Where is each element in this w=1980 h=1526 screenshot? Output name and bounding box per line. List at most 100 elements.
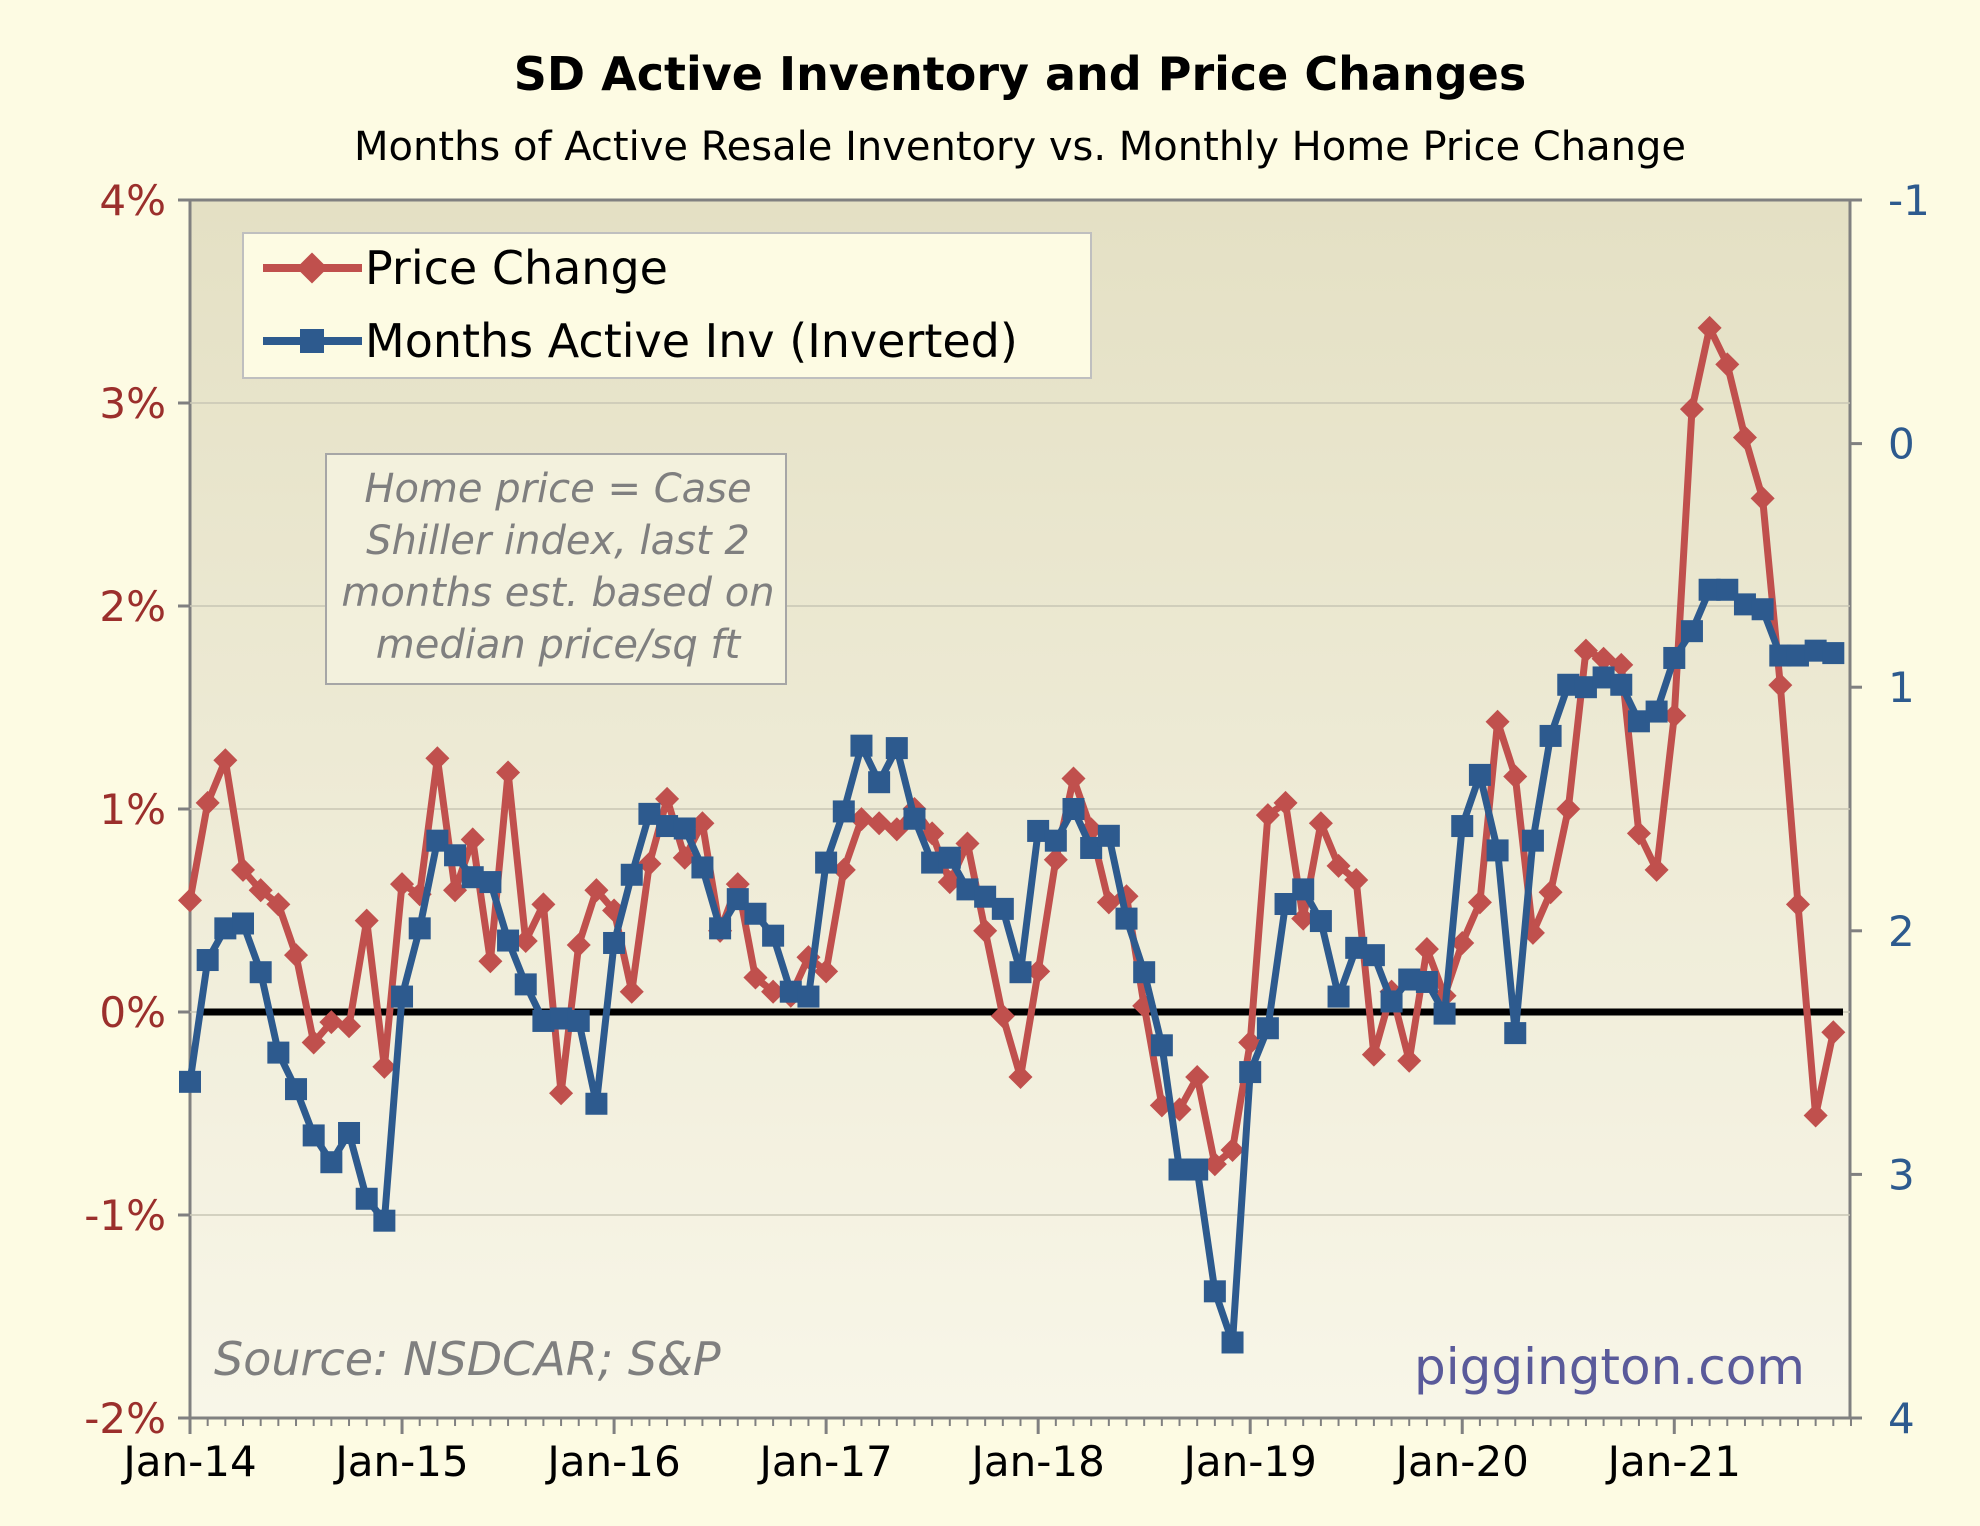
inventory-point xyxy=(620,863,643,886)
inventory-point xyxy=(214,917,237,940)
inventory-point xyxy=(1680,620,1703,643)
inventory-point xyxy=(1521,829,1544,852)
right-y-axis: -1 0 1 2 3 4 xyxy=(1850,176,1930,1443)
inventory-point xyxy=(1610,673,1633,696)
inventory-point xyxy=(1345,936,1368,959)
inventory-point xyxy=(797,985,820,1008)
inventory-point xyxy=(355,1187,378,1210)
x-tick-label: Jan-20 xyxy=(1393,1437,1529,1486)
price-point xyxy=(1679,397,1704,422)
inventory-point xyxy=(1769,644,1792,667)
inventory-point xyxy=(1168,1158,1191,1181)
right-tick-label: 0 xyxy=(1888,420,1915,469)
x-tick-label: Jan-15 xyxy=(332,1437,468,1486)
legend-price-marker xyxy=(296,252,328,284)
inventory-point xyxy=(921,851,944,874)
inventory-point xyxy=(1080,836,1103,859)
inventory-point xyxy=(850,734,873,757)
inventory-point xyxy=(1150,1034,1173,1057)
inventory-point xyxy=(532,1009,555,1032)
left-tick-label: -1% xyxy=(84,1191,166,1240)
inventory-point xyxy=(1539,724,1562,747)
price-point xyxy=(1697,315,1722,340)
price-point xyxy=(1308,811,1333,836)
price-point xyxy=(1609,652,1634,677)
series-months-active-inv xyxy=(179,578,1845,1354)
inventory-point xyxy=(1451,815,1474,838)
x-tick-label: Jan-19 xyxy=(1181,1437,1317,1486)
inventory-point xyxy=(1822,642,1845,665)
left-y-axis: 4% 3% 2% 1% 0% -1% -2% xyxy=(84,176,190,1443)
inventory-point xyxy=(1062,798,1085,820)
inventory-point xyxy=(1398,968,1421,991)
inventory-point xyxy=(302,1124,325,1147)
inventory-point xyxy=(1186,1158,1209,1181)
inventory-point xyxy=(1504,1022,1527,1045)
price-point xyxy=(1344,868,1369,893)
inventory-point xyxy=(1698,578,1721,601)
inventory-point xyxy=(1574,676,1597,699)
price-point xyxy=(1503,764,1528,789)
chart-subtitle: Months of Active Resale Inventory vs. Mo… xyxy=(354,124,1686,170)
price-point xyxy=(1414,937,1439,962)
price-point xyxy=(1026,959,1051,984)
price-point xyxy=(1397,1048,1422,1073)
inventory-point xyxy=(497,929,520,952)
price-point xyxy=(1326,853,1351,878)
price-point xyxy=(1220,1138,1245,1163)
price-point xyxy=(1361,1042,1386,1067)
inventory-point xyxy=(1716,578,1739,601)
price-point xyxy=(1467,890,1492,915)
note-box: Home price = Case Shiller index, last 2 … xyxy=(325,453,787,685)
left-tick-label: 0% xyxy=(99,988,166,1037)
note-line-2: Shiller index, last 2 xyxy=(366,518,750,564)
inventory-point xyxy=(1203,1280,1226,1303)
note-line-1: Home price = Case xyxy=(364,466,751,512)
left-tick-label: -2% xyxy=(84,1394,166,1443)
chart-title: SD Active Inventory and Price Changes xyxy=(514,47,1526,101)
inventory-point xyxy=(656,815,679,838)
price-point xyxy=(1485,709,1510,734)
inventory-point xyxy=(196,949,219,972)
inventory-point xyxy=(1415,970,1438,993)
x-tick-label: Jan-18 xyxy=(968,1437,1104,1486)
inventory-point xyxy=(1133,961,1156,984)
inventory-point xyxy=(1362,944,1385,967)
inventory-point xyxy=(744,902,767,925)
inventory-point xyxy=(885,737,908,760)
inventory-point xyxy=(868,771,891,794)
inventory-point xyxy=(1380,990,1403,1013)
inventory-point xyxy=(603,931,626,954)
inventory-point xyxy=(391,985,414,1008)
legend-inv-label: Months Active Inv (Inverted) xyxy=(365,314,1018,368)
inventory-point xyxy=(567,1009,590,1032)
inventory-point xyxy=(461,866,484,889)
price-point xyxy=(1273,790,1298,815)
x-tick-label: Jan-14 xyxy=(120,1437,256,1486)
inventory-point xyxy=(1663,646,1686,669)
inventory-point xyxy=(726,888,749,911)
inventory-point xyxy=(1221,1331,1244,1354)
inventory-point xyxy=(1557,673,1580,696)
x-tick-label: Jan-21 xyxy=(1605,1437,1741,1486)
left-tick-label: 2% xyxy=(99,582,166,631)
inventory-point xyxy=(762,924,785,947)
inventory-point xyxy=(1115,907,1138,930)
inventory-point xyxy=(1027,819,1050,842)
left-tick-label: 1% xyxy=(99,785,166,834)
inventory-point xyxy=(550,1007,573,1030)
inventory-point xyxy=(444,844,467,867)
inventory-point xyxy=(832,800,855,823)
price-point xyxy=(1750,486,1775,511)
brand-watermark: piggington.com xyxy=(1414,1338,1805,1396)
x-tick-label: Jan-16 xyxy=(544,1437,680,1486)
price-point xyxy=(1732,425,1757,450)
legend-inv-marker xyxy=(300,329,324,353)
price-point xyxy=(1538,880,1563,905)
left-tick-label: 4% xyxy=(99,176,166,225)
inventory-point xyxy=(267,1041,290,1064)
inventory-point xyxy=(514,973,537,996)
note-line-3: months est. based on xyxy=(341,570,774,616)
price-point xyxy=(1556,796,1581,822)
